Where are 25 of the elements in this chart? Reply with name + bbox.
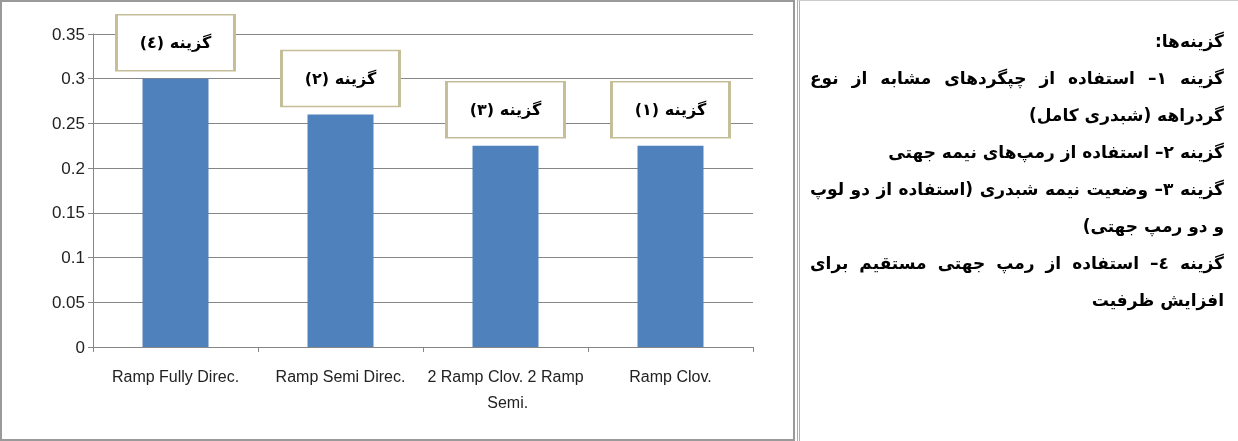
- y-tick-label: 0: [75, 337, 85, 357]
- text: گزینه‌ها:: [1153, 30, 1224, 54]
- annotation: گزینه (۲): [304, 68, 377, 88]
- y-tick-label: 0.05: [51, 292, 85, 312]
- text: گزینه ٤– استفاده از رمپ جهتی مستقیم برای افزایش ظرفیت: [810, 252, 1224, 313]
- y-tick-label: 0.1: [61, 248, 85, 268]
- text: گزینه ۳– وضعیت نیمه شبدری (استفاده از دو لوپ و دو رمپ جهتی): [810, 178, 1224, 239]
- bar: [472, 145, 539, 347]
- y-tick-label: 0.25: [51, 113, 85, 133]
- x-tick-label: Ramp Semi Direc.: [275, 367, 406, 385]
- annotation: گزینه (٤): [139, 33, 212, 53]
- x-tick-label: Ramp Clov.: [629, 367, 712, 385]
- y-tick-label: 0.3: [61, 69, 85, 89]
- bar: [307, 114, 374, 347]
- y-tick-label: 0.2: [61, 158, 85, 178]
- text: گزینه ۲– استفاده از رمپ‌های نیمه جهتی: [887, 141, 1224, 165]
- y-tick-label: 0.15: [51, 203, 85, 223]
- bar: [637, 145, 704, 347]
- y-tick-label: 0.35: [51, 24, 85, 44]
- x-tick-label: 2 Ramp Clov. 2 Ramp Semi.: [427, 367, 584, 411]
- text: گزینه ۱– استفاده از چپگردهای مشابه از نوع گردراهه (شبدری کامل): [810, 67, 1224, 128]
- annotation: گزینه (۳): [469, 100, 542, 120]
- bar: [142, 78, 209, 347]
- x-tick-label: Ramp Fully Direc.: [111, 367, 240, 385]
- annotation: گزینه (۱): [634, 100, 707, 120]
